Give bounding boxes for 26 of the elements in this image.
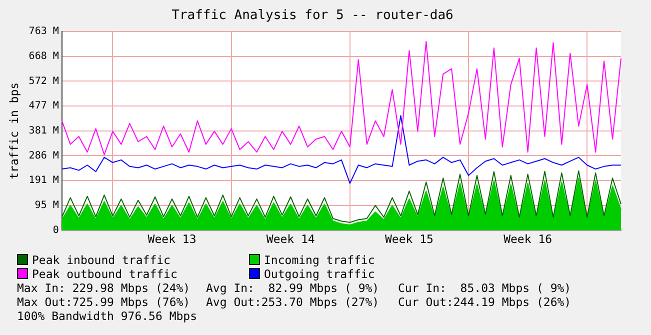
x-tick-label: Week 15 <box>384 232 434 246</box>
y-tick-label: 0 <box>52 224 59 236</box>
y-tick-label: 763 M <box>28 26 59 38</box>
legend-label: Peak outbound traffic <box>31 267 178 281</box>
y-tick-label: 477 M <box>28 100 59 112</box>
y-tick-label: 191 M <box>28 175 59 186</box>
x-tick-label: Week 13 <box>148 232 196 246</box>
x-tick-label: Week 14 <box>266 232 315 246</box>
text: Avg In: 82.99 Mbps ( 9%) <box>206 281 380 295</box>
y-tick-label: 572 M <box>28 76 59 87</box>
text: Max Out:725.99 Mbps (76%) <box>17 295 192 309</box>
text: Avg Out:253.70 Mbps (27%) <box>206 295 380 309</box>
text: Cur Out:244.19 Mbps (26%) <box>398 295 572 309</box>
y-tick-label: 668 M <box>28 51 59 62</box>
text: Max In: 229.98 Mbps (24%) <box>17 281 192 295</box>
y-tick-label: 286 M <box>28 150 59 162</box>
y-tick-label: 95 M <box>34 200 59 211</box>
legend-label: Outgoing traffic <box>263 267 376 281</box>
y-tick-label: 381 M <box>28 125 59 136</box>
text: Cur In: 85.03 Mbps ( 9%) <box>398 281 572 295</box>
legend-label: Incoming traffic <box>263 253 376 267</box>
x-tick-label: Week 16 <box>504 232 552 246</box>
chart-title: Traffic Analysis for 5 -- router-da6 <box>172 8 454 24</box>
y-axis-title: traffic in bps <box>6 82 21 180</box>
text: 100% Bandwidth 976.56 Mbps <box>17 309 198 323</box>
legend-label: Peak inbound traffic <box>31 253 172 267</box>
